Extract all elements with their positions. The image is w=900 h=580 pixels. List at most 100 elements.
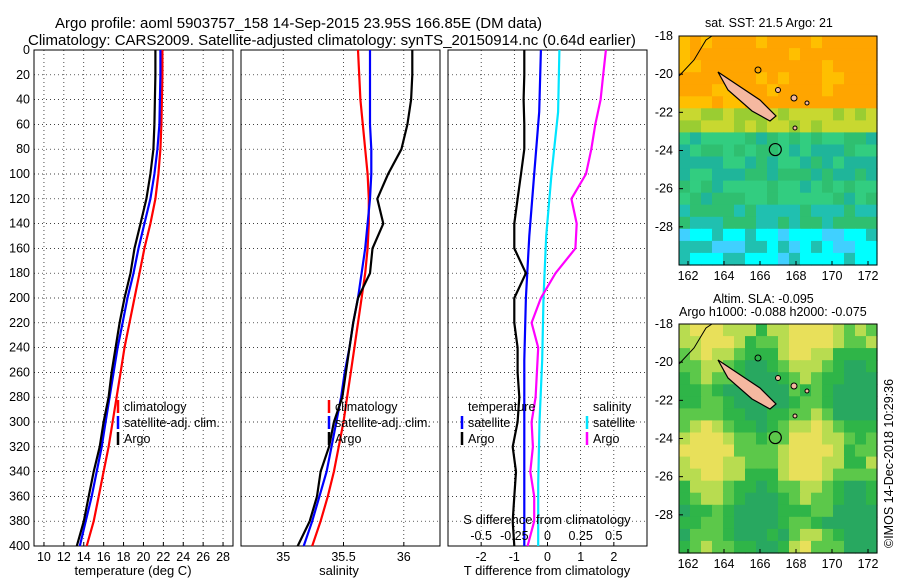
map-cell: [734, 72, 746, 85]
map-cell: [833, 36, 845, 49]
map-cell: [690, 372, 702, 385]
map-cell: [822, 36, 834, 49]
map-cell: [778, 132, 790, 146]
map-cell: [701, 132, 713, 146]
map-cell: [701, 60, 713, 73]
map-cell: [855, 492, 867, 506]
map-cell: [811, 180, 823, 194]
map-cell: [756, 168, 768, 182]
map-cell: [778, 48, 790, 61]
map-cell: [756, 324, 768, 337]
map-cell: [712, 504, 724, 518]
sla-heatmap-cells: [679, 324, 878, 554]
map-cell: [789, 96, 801, 109]
map-cell: [800, 240, 812, 254]
map-cell: [844, 360, 856, 373]
island: [804, 388, 810, 394]
figure-title-line1: Argo profile: aoml 5903757_158 14-Sep-20…: [55, 15, 542, 32]
map-cell: [778, 336, 790, 349]
map-cell: [811, 420, 823, 434]
map-cell: [844, 540, 856, 554]
map-cell: [690, 120, 702, 134]
map-cell: [822, 108, 834, 121]
map-cell: [745, 420, 757, 434]
map-cell: [866, 408, 878, 422]
map-cell: [800, 372, 812, 385]
map-cell: [778, 168, 790, 182]
map-cell: [745, 480, 757, 494]
map-cell: [756, 120, 768, 134]
map-cell: [756, 480, 768, 494]
map-cell: [811, 216, 823, 230]
map-cell: [690, 144, 702, 158]
map-x-tick-label: 170: [822, 269, 843, 283]
series-line-argo: [75, 50, 157, 547]
map-cell: [756, 492, 768, 506]
map-cell: [712, 36, 724, 49]
map-cell: [778, 96, 790, 109]
y-tick-label: 400: [9, 539, 30, 553]
map-cell: [778, 180, 790, 194]
map-cell: [811, 60, 823, 73]
map-cell: [745, 456, 757, 470]
map-cell: [701, 384, 713, 397]
map-cell: [756, 216, 768, 230]
map-cell: [789, 348, 801, 361]
map-cell: [756, 252, 768, 266]
legend-label-t-satellite: satellite: [468, 416, 510, 430]
map-cell: [690, 72, 702, 85]
map-cell: [833, 396, 845, 409]
map-cell: [767, 168, 779, 182]
new-caledonia-island: [717, 71, 777, 122]
map-cell: [844, 72, 856, 85]
map-cell: [800, 468, 812, 482]
map-cell: [822, 168, 834, 182]
map-cell: [833, 336, 845, 349]
map-cell: [745, 228, 757, 242]
map-cell: [734, 444, 746, 458]
map-cell: [855, 204, 867, 218]
map-cell: [701, 336, 713, 349]
map-cell: [822, 84, 834, 97]
map-cell: [679, 480, 691, 494]
map-cell: [800, 492, 812, 506]
island: [792, 413, 798, 419]
map-cell: [767, 96, 779, 109]
map-cell: [723, 432, 735, 446]
map-cell: [701, 144, 713, 158]
imos-watermark: ©IMOS 14-Dec-2018 10:29:36: [882, 379, 896, 548]
map-cell: [767, 84, 779, 97]
y-tick-label: 140: [9, 217, 30, 231]
map-cell: [767, 360, 779, 373]
map-y-tick-label: -18: [655, 29, 673, 43]
map-cell: [679, 60, 691, 73]
map-cell: [778, 540, 790, 554]
map-cell: [734, 144, 746, 158]
map-cell: [844, 480, 856, 494]
map-cell: [866, 252, 878, 266]
map-cell: [745, 132, 757, 146]
map-cell: [811, 432, 823, 446]
map-cell: [822, 528, 834, 542]
x-tick-label: 28: [216, 550, 230, 564]
temperature-series: [75, 50, 164, 547]
map-cell: [734, 396, 746, 409]
map-cell: [767, 492, 779, 506]
y-tick-label: 260: [9, 365, 30, 379]
map-cell: [800, 324, 812, 337]
map-cell: [712, 420, 724, 434]
map-cell: [778, 72, 790, 85]
salinity-grid: [241, 50, 440, 546]
map-cell: [734, 60, 746, 73]
new-caledonia-island: [717, 359, 777, 410]
map-x-tick-label: 166: [750, 269, 771, 283]
map-cell: [855, 540, 867, 554]
map-cell: [811, 492, 823, 506]
map-cell: [745, 156, 757, 170]
salinity-series: [296, 49, 414, 547]
map-cell: [679, 204, 691, 218]
map-cell: [756, 540, 768, 554]
map-cell: [756, 228, 768, 242]
map-cell: [778, 60, 790, 73]
map-cell: [822, 432, 834, 446]
